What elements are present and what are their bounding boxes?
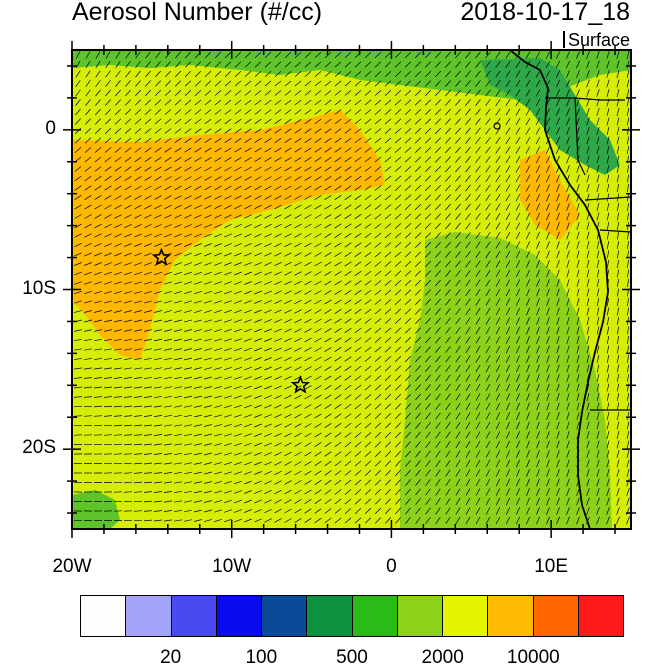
x-tick-label: 0: [386, 556, 397, 578]
colorbar-swatch: [81, 596, 126, 636]
x-tick-label: 10E: [534, 556, 568, 578]
colorbar-swatch: [488, 596, 533, 636]
colorbar-swatch: [307, 596, 352, 636]
colorbar-swatch: [262, 596, 307, 636]
y-tick-label: 0: [45, 118, 56, 140]
colorbar-label: 2000: [422, 647, 464, 669]
colorbar-swatch: [443, 596, 488, 636]
colorbar-swatch: [126, 596, 171, 636]
colorbar-label: 20: [160, 647, 181, 669]
colorbar-swatch: [217, 596, 262, 636]
field-layer: [72, 50, 631, 529]
x-tick-label: 10W: [212, 556, 251, 578]
colorbar-swatch: [579, 596, 623, 636]
colorbar-swatch: [353, 596, 398, 636]
x-tick-label: 20W: [52, 556, 91, 578]
colorbar-label: 100: [245, 647, 277, 669]
colorbar-swatch: [398, 596, 443, 636]
colorbar-label: 10000: [507, 647, 560, 669]
colorbar-swatch: [172, 596, 217, 636]
colorbar: [80, 595, 624, 637]
colorbar-swatch: [534, 596, 579, 636]
y-tick-label: 20S: [22, 437, 56, 459]
y-tick-label: 10S: [22, 278, 56, 300]
colorbar-label: 500: [336, 647, 368, 669]
